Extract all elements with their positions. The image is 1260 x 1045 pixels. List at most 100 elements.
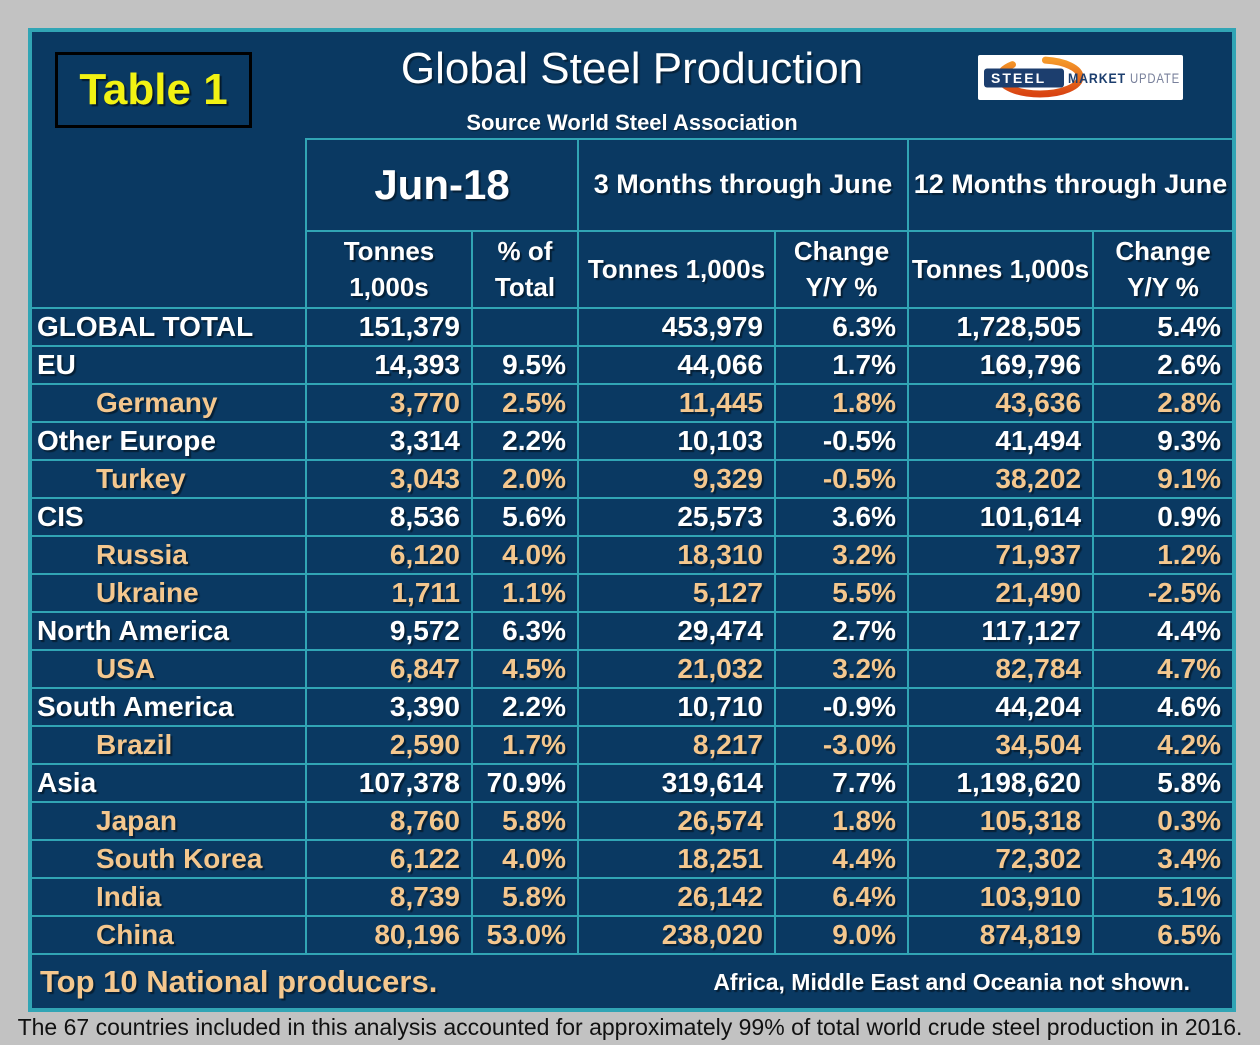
value-cell: 5.5% [773, 573, 910, 613]
value-cell: 8,739 [305, 877, 473, 917]
value-cell: 2.0% [471, 459, 579, 499]
table-footer-row: Top 10 National producers. Africa, Middl… [32, 953, 1233, 1009]
row-label: North America [32, 611, 307, 651]
column-header-pct-of-total: % of Total [471, 230, 579, 309]
value-cell: 34,504 [907, 725, 1095, 765]
value-cell: 4.5% [471, 649, 579, 689]
value-cell: 5.8% [1092, 763, 1233, 803]
value-cell: 21,032 [577, 649, 776, 689]
value-cell: 82,784 [907, 649, 1095, 689]
value-cell: 3,314 [305, 421, 473, 461]
value-cell: -3.0% [773, 725, 910, 765]
value-cell: 21,490 [907, 573, 1095, 613]
value-cell: 7.7% [773, 763, 910, 803]
value-cell: 4.6% [1092, 687, 1233, 727]
value-cell: 151,379 [305, 307, 473, 347]
row-label: GLOBAL TOTAL [32, 307, 307, 347]
table-row: Russia 6,120 4.0% 18,310 3.2% 71,937 1.2% [32, 535, 1233, 575]
value-cell: 874,819 [907, 915, 1095, 955]
row-label: EU [32, 345, 307, 385]
footer-note-top10: Top 10 National producers. [40, 964, 438, 999]
value-cell: 9.1% [1092, 459, 1233, 499]
table-row: South Korea 6,122 4.0% 18,251 4.4% 72,302 3.4% [32, 839, 1233, 879]
table-row: Ukraine 1,711 1.1% 5,127 5.5% 21,490 -2.5% [32, 573, 1233, 613]
logo-market-text: MARKET [1068, 70, 1126, 86]
value-cell: 3.2% [773, 649, 910, 689]
value-cell: 0.3% [1092, 801, 1233, 841]
value-cell: -0.9% [773, 687, 910, 727]
value-cell: 4.7% [1092, 649, 1233, 689]
table-row: Germany 3,770 2.5% 11,445 1.8% 43,636 2.8% [32, 383, 1233, 423]
value-cell: 41,494 [907, 421, 1095, 461]
value-cell: 6.3% [471, 611, 579, 651]
group-header-row: Jun-18 3 Months through June 12 Months t… [32, 138, 1233, 232]
logo-update-text: UPDATE [1130, 70, 1180, 86]
column-header-tonnes-3mo: Tonnes 1,000s [577, 230, 776, 309]
value-cell: 8,760 [305, 801, 473, 841]
value-cell: 11,445 [577, 383, 776, 423]
value-cell: 1,728,505 [907, 307, 1095, 347]
sub-header-row: Tonnes 1,000s % of Total Tonnes 1,000s C… [32, 230, 1233, 309]
footer-cell: Top 10 National producers. Africa, Middl… [32, 953, 1233, 1009]
value-cell: 5,127 [577, 573, 776, 613]
row-label: Brazil [32, 725, 307, 765]
table-row: North America 9,572 6.3% 29,474 2.7% 117,127 4… [32, 611, 1233, 651]
value-cell: 3.4% [1092, 839, 1233, 879]
value-cell: 6.5% [1092, 915, 1233, 955]
value-cell: 72,302 [907, 839, 1095, 879]
row-label: Turkey [32, 459, 307, 499]
value-cell: 1.2% [1092, 535, 1233, 575]
column-header-tonnes-jun: Tonnes 1,000s [305, 230, 473, 309]
value-cell: 4.4% [773, 839, 910, 879]
row-label: Germany [32, 383, 307, 423]
value-cell: 9,572 [305, 611, 473, 651]
value-cell: 70.9% [471, 763, 579, 803]
value-cell: -0.5% [773, 421, 910, 461]
column-header-tonnes-12mo: Tonnes 1,000s [907, 230, 1095, 309]
corner-cell [32, 139, 307, 231]
value-cell: 25,573 [577, 497, 776, 537]
value-cell: 9.3% [1092, 421, 1233, 461]
value-cell: 80,196 [305, 915, 473, 955]
table-row: Japan 8,760 5.8% 26,574 1.8% 105,318 0.3% [32, 801, 1233, 841]
value-cell: -0.5% [773, 459, 910, 499]
value-cell: 3.2% [773, 535, 910, 575]
value-cell: 5.6% [471, 497, 579, 537]
value-cell: 453,979 [577, 307, 776, 347]
row-label: South America [32, 687, 307, 727]
value-cell: 6.3% [773, 307, 910, 347]
table-row: Other Europe 3,314 2.2% 10,103 -0.5% 41,494 9.… [32, 421, 1233, 461]
table-row: CIS 8,536 5.6% 25,573 3.6% 101,614 0.9% [32, 497, 1233, 537]
value-cell: 26,142 [577, 877, 776, 917]
table-number-badge: Table 1 [55, 52, 252, 128]
column-header-change-3mo: Change Y/Y % [773, 230, 910, 309]
value-cell: 2.2% [471, 421, 579, 461]
table-frame: Table 1 Global Steel Production Source W… [28, 28, 1236, 1012]
value-cell: 18,251 [577, 839, 776, 879]
value-cell: 5.8% [471, 877, 579, 917]
value-cell: 43,636 [907, 383, 1095, 423]
table-row: GLOBAL TOTAL 151,379 453,979 6.3% 1,728,505 5… [32, 307, 1233, 347]
steel-production-table: Jun-18 3 Months through June 12 Months t… [32, 138, 1233, 1009]
logo-steel-pill [984, 68, 1064, 88]
value-cell: 2.2% [471, 687, 579, 727]
value-cell: 2.5% [471, 383, 579, 423]
value-cell: 6,122 [305, 839, 473, 879]
table-row: South America 3,390 2.2% 10,710 -0.9% 44,204 4… [32, 687, 1233, 727]
corner-cell [32, 231, 307, 308]
value-cell: 1,711 [305, 573, 473, 613]
value-cell: 5.4% [1092, 307, 1233, 347]
table-row: USA 6,847 4.5% 21,032 3.2% 82,784 4.7% [32, 649, 1233, 689]
column-group-12-months: 12 Months through June [907, 138, 1233, 232]
value-cell [471, 307, 579, 347]
value-cell: 9,329 [577, 459, 776, 499]
value-cell: 238,020 [577, 915, 776, 955]
row-label: China [32, 915, 307, 955]
value-cell: 8,217 [577, 725, 776, 765]
value-cell: 53.0% [471, 915, 579, 955]
value-cell: 10,710 [577, 687, 776, 727]
table-number-label: Table 1 [79, 65, 228, 114]
table-row: India 8,739 5.8% 26,142 6.4% 103,910 5.1% [32, 877, 1233, 917]
value-cell: 3.6% [773, 497, 910, 537]
value-cell: 5.8% [471, 801, 579, 841]
